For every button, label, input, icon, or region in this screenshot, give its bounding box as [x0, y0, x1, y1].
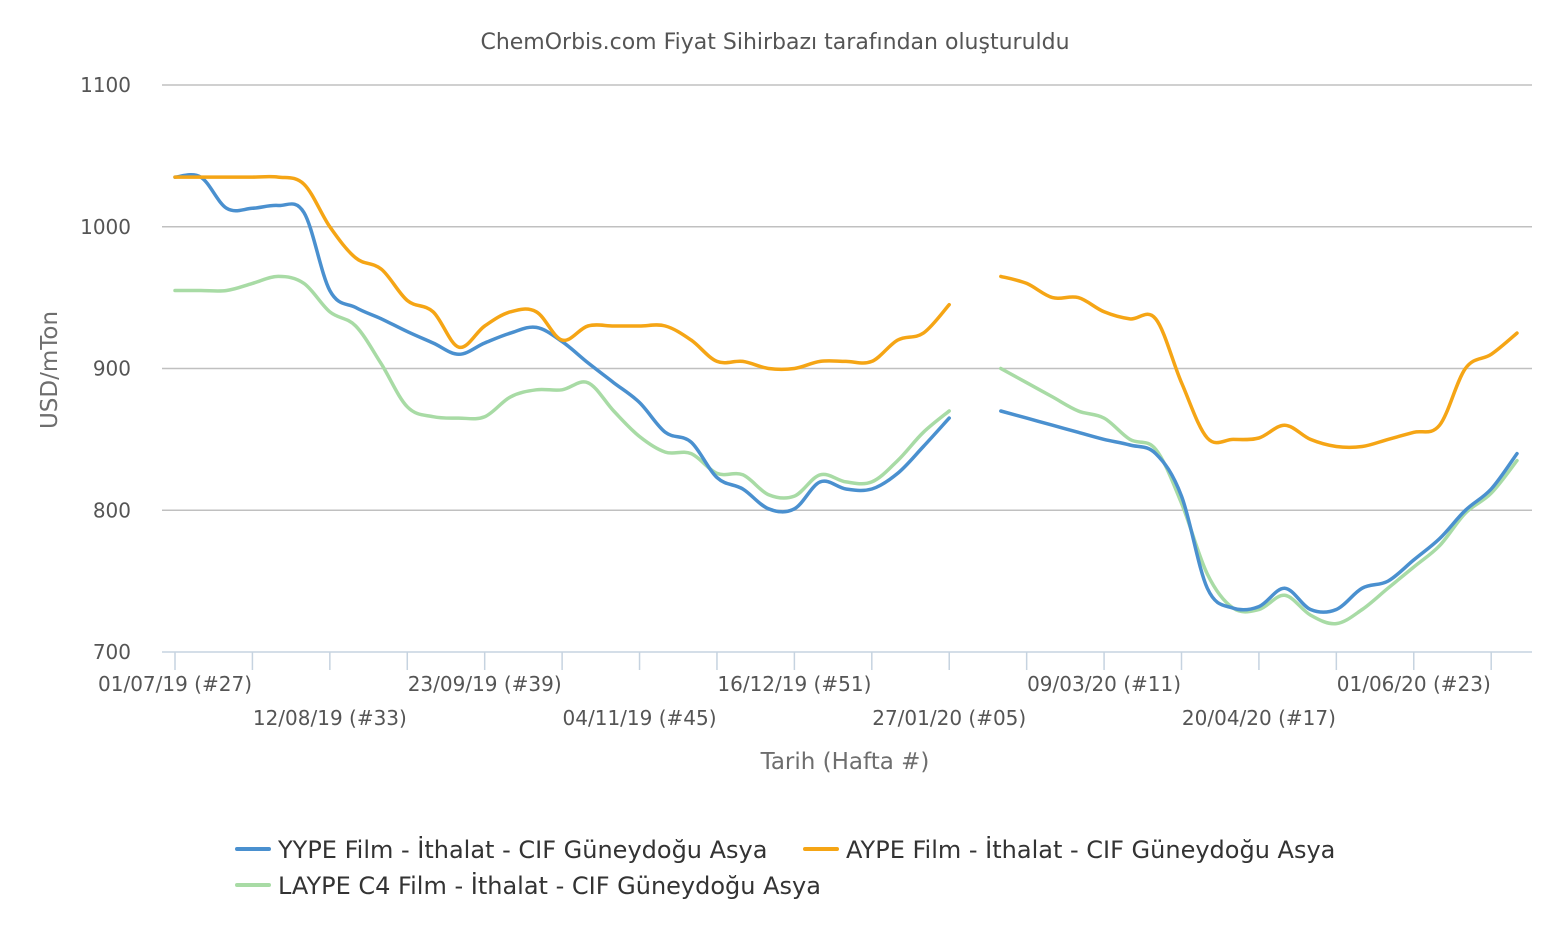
x-tick-label: 09/03/20 (#11): [1027, 672, 1181, 696]
y-tick-label: 1100: [80, 73, 131, 97]
x-tick-label: 01/07/19 (#27): [98, 672, 252, 696]
chart-title: ChemOrbis.com Fiyat Sihirbazı tarafından…: [480, 30, 1069, 55]
x-tick-label: 12/08/19 (#33): [253, 706, 407, 730]
x-tick-label: 20/04/20 (#17): [1182, 706, 1336, 730]
y-tick-label: 700: [93, 640, 131, 664]
x-tick-label: 01/06/20 (#23): [1337, 672, 1491, 696]
legend-label: AYPE Film - İthalat - CIF Güneydoğu Asya: [846, 835, 1335, 864]
x-tick-label: 16/12/19 (#51): [717, 672, 871, 696]
legend-item-3: LAYPE C4 Film - İthalat - CIF Güneydoğu …: [235, 871, 821, 900]
y-tick-label: 900: [93, 357, 131, 381]
y-tick-label: 800: [93, 498, 131, 522]
series-lines: [173, 173, 1519, 626]
series-line-3-segment-1: [173, 274, 951, 500]
legend-item-2: AYPE Film - İthalat - CIF Güneydoğu Asya: [803, 835, 1335, 864]
x-axis-title: Tarih (Hafta #): [760, 749, 930, 775]
x-tick-label: 04/11/19 (#45): [563, 706, 717, 730]
series-line-2-segment-2: [999, 274, 1519, 450]
grid-layer: [162, 84, 1532, 511]
series-line-1-segment-1: [173, 173, 951, 514]
legend: YYPE Film - İthalat - CIF Güneydoğu Asya…: [235, 835, 1335, 900]
x-axis: 01/07/19 (#27)12/08/19 (#33)23/09/19 (#3…: [98, 651, 1532, 730]
series-line-1-segment-2: [999, 409, 1519, 614]
y-tick-label: 1000: [80, 215, 131, 239]
series-line-2-segment-1: [173, 174, 951, 372]
legend-label: YYPE Film - İthalat - CIF Güneydoğu Asya: [277, 835, 767, 864]
legend-label: LAYPE C4 Film - İthalat - CIF Güneydoğu …: [278, 871, 821, 900]
y-axis-tick-labels: 700 800 900 1000 1100: [80, 73, 131, 664]
x-tick-label: 27/01/20 (#05): [872, 706, 1026, 730]
x-tick-label: 23/09/19 (#39): [408, 672, 562, 696]
legend-item-1: YYPE Film - İthalat - CIF Güneydoğu Asya: [235, 835, 767, 864]
series-line-3-segment-2: [999, 366, 1519, 626]
y-axis-title: USD/mTon: [37, 311, 63, 429]
